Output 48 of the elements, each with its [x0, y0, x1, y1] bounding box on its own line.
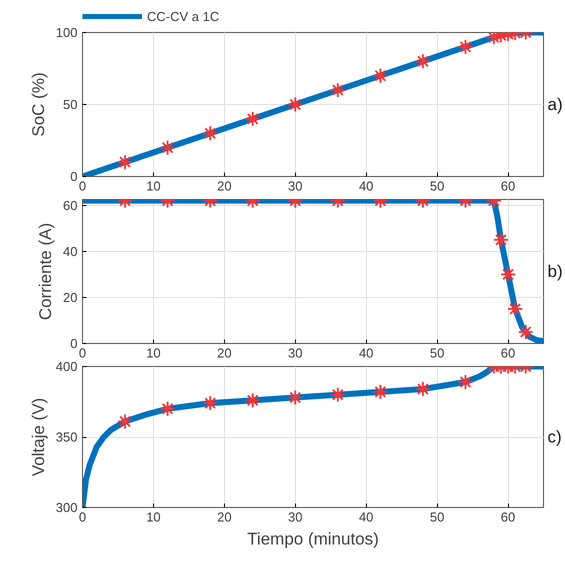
y-axis-title: Corriente (A): [36, 222, 56, 320]
y-axis-title: SoC (%): [28, 72, 48, 137]
x-tick-label: 50: [430, 510, 444, 524]
point: [330, 82, 346, 98]
y-tick-label: 300: [56, 500, 78, 515]
x-tick-label: 30: [288, 178, 303, 194]
x-tick-label: 20: [217, 510, 232, 524]
x-tick-label: 10: [146, 346, 161, 360]
point: [202, 125, 218, 142]
x-tick-label: 50: [430, 346, 444, 360]
point: [415, 53, 431, 70]
x-tick-label: 60: [500, 510, 516, 524]
point: [458, 39, 474, 55]
text: a): [548, 95, 563, 114]
point: [117, 154, 133, 170]
point: [507, 301, 524, 317]
text: b): [548, 262, 563, 281]
point: [372, 68, 388, 84]
y-tick-label: 40: [63, 244, 78, 259]
point: [160, 140, 176, 156]
x-tick-label: 60: [500, 178, 516, 194]
point: [287, 96, 304, 112]
y-tick-label: 400: [56, 359, 78, 374]
x-tick-label: 50: [430, 178, 444, 194]
y-axis-title: Voltaje (V): [28, 398, 48, 476]
legend-label: CC-CV a 1C: [147, 8, 220, 24]
x-tick-label: 20: [217, 178, 232, 194]
x-tick-label: 40: [358, 510, 374, 524]
y-tick-label: 0: [70, 169, 78, 184]
text: c): [548, 428, 562, 446]
y-tick-label: 100: [56, 25, 78, 40]
x-tick-label: 40: [358, 346, 374, 360]
point: [244, 111, 261, 127]
y-tick-label: 50: [63, 97, 78, 112]
y-tick-label: 20: [63, 290, 78, 305]
y-tick-label: 60: [63, 198, 78, 213]
x-tick-label: 30: [288, 510, 303, 524]
y-tick-label: 350: [56, 430, 78, 444]
x-tick-label: 60: [500, 346, 516, 360]
x-tick-label: 10: [146, 510, 161, 524]
x-axis-title: Tiempo (minutos): [247, 530, 379, 548]
x-tick-label: 30: [288, 346, 303, 360]
point: [500, 266, 516, 282]
point: [518, 324, 534, 340]
y-tick-label: 0: [70, 336, 78, 351]
x-tick-label: 10: [146, 178, 161, 194]
x-tick-label: 20: [217, 346, 232, 360]
x-tick-label: 40: [358, 178, 374, 194]
